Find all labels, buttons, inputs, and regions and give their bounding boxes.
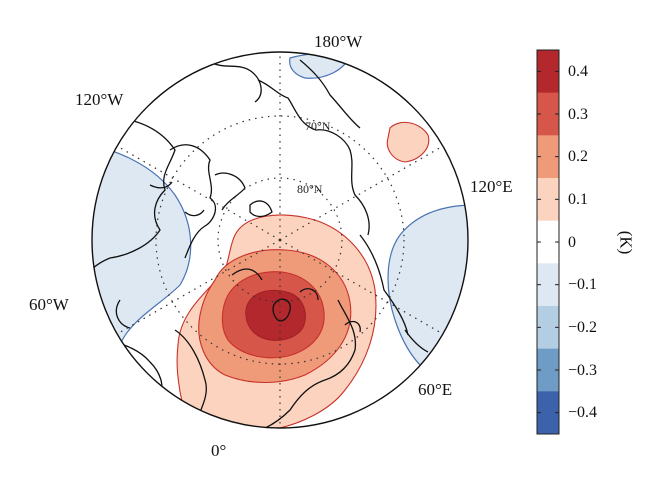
- colorbar-label-0.2: 0.2: [568, 148, 588, 165]
- lat-label-80n: 80°N: [297, 182, 323, 196]
- lon-label-0: 0°: [211, 441, 227, 460]
- colorbar-swatch: [537, 135, 559, 179]
- colorbar-swatch: [537, 263, 559, 307]
- lon-label-60w: 60°W: [29, 295, 69, 314]
- colorbar-swatch: [537, 50, 559, 94]
- colorbar-swatch: [537, 348, 559, 392]
- colorbar-unit-label: (K): [616, 230, 636, 255]
- colorbar-swatch: [537, 220, 559, 264]
- colorbar-swatch: [537, 92, 559, 136]
- warm-anomaly-pacific: [386, 121, 430, 163]
- warm-contour-0.4: [245, 289, 306, 341]
- colorbar: [537, 50, 559, 435]
- colorbar-label-0.3: 0.3: [568, 106, 588, 123]
- colorbar-ticks: [537, 70, 559, 414]
- graticule: [116, 52, 444, 428]
- colorbar-label-0.1: 0.1: [568, 191, 588, 208]
- lon-label-120e: 120°E: [470, 177, 513, 196]
- lon-label-180w: 180°W: [314, 32, 363, 51]
- colorbar-label-0: 0: [568, 234, 576, 251]
- map-border: [91, 51, 469, 429]
- colorbar-label-minus-0.4: −0.4: [568, 404, 598, 421]
- colorbar-label-minus-0.2: −0.2: [568, 319, 598, 336]
- lon-label-120w: 120°W: [75, 90, 124, 109]
- colorbar-swatch: [537, 306, 559, 350]
- lat-label-70n: 70°N: [305, 119, 331, 133]
- colorbar-label-0.4: 0.4: [568, 63, 588, 80]
- colorbar-label-minus-0.1: −0.1: [568, 276, 598, 293]
- lon-label-60e: 60°E: [418, 380, 453, 399]
- colorbar-swatch: [537, 391, 559, 435]
- colorbar-label-minus-0.3: −0.3: [568, 362, 598, 379]
- colorbar-swatch: [537, 178, 559, 222]
